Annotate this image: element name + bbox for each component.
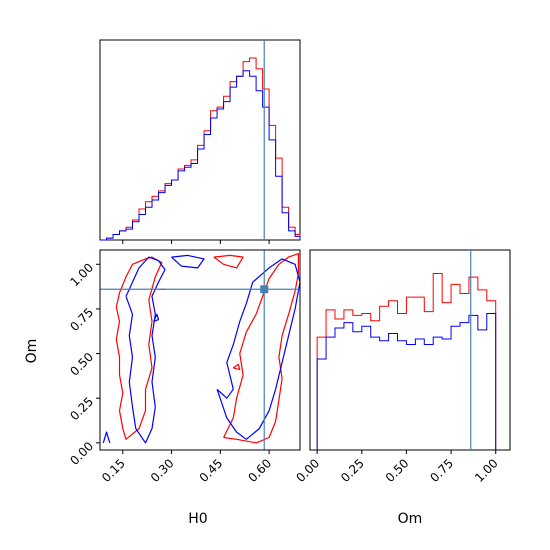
om-histogram-series-1	[316, 272, 497, 450]
contour-series-1-line-3	[213, 254, 244, 269]
x-axis-label-om: Om	[398, 511, 423, 527]
contour-series-1-line-2	[223, 253, 299, 444]
contour-series-2-line-2	[171, 254, 205, 269]
x-axis-label-h0: H0	[188, 511, 207, 527]
h0-marginal-frame	[99, 39, 301, 241]
om-marginal-frame	[309, 249, 511, 451]
y-axis-label-om: Om	[24, 339, 40, 364]
contour-series-2-line-4	[102, 431, 111, 444]
contour-frame	[99, 249, 301, 451]
contour-series-2-line-1	[125, 256, 166, 444]
om-histogram-series-2	[316, 313, 497, 450]
contour-truth-marker	[260, 285, 269, 294]
h0-histogram-series-2	[100, 70, 301, 241]
contour-series-2-line-3	[216, 258, 300, 440]
contour-series-1-line-4	[232, 363, 241, 371]
h0-marginal-histogram	[99, 39, 301, 244]
contour-series-2-line-5	[153, 313, 160, 322]
contour-series-1-line-1	[115, 256, 163, 440]
